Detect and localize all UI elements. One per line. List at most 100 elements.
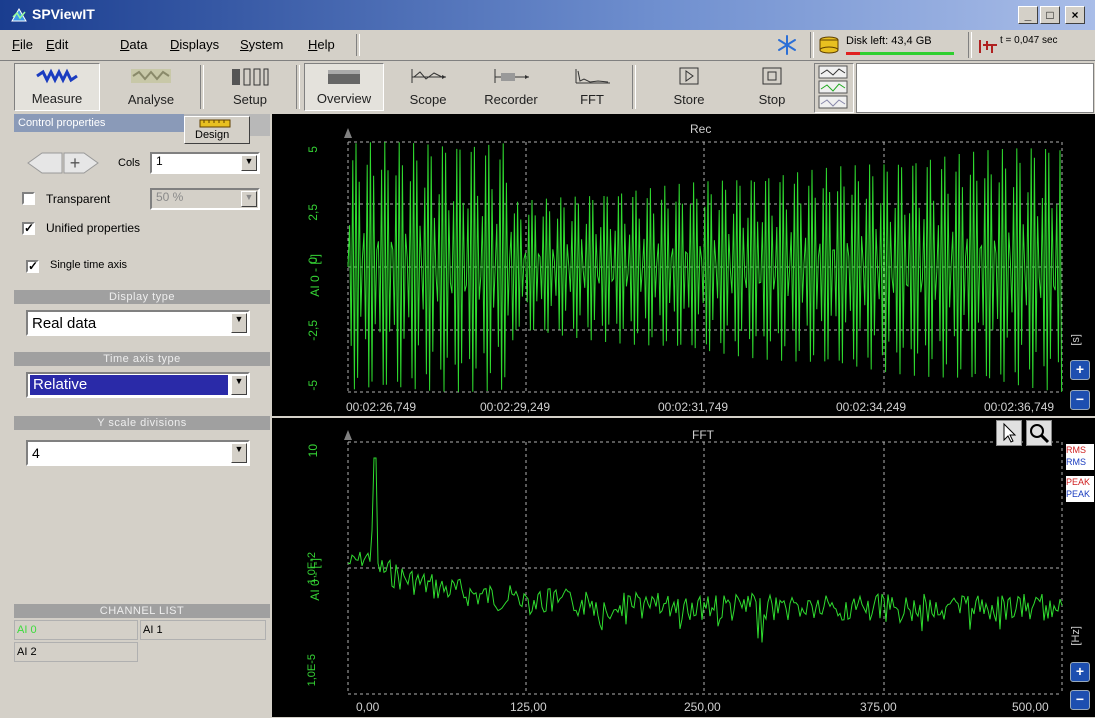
cursor-icon: [1003, 422, 1017, 443]
recorder-ytick: -2,5: [306, 320, 320, 341]
menu-data[interactable]: Data: [120, 37, 148, 52]
time-readout: t = 0,047 sec: [1000, 35, 1058, 46]
menu-separator: [356, 34, 360, 56]
fft-xtick: 250,00: [684, 700, 721, 714]
unified-properties-checkbox[interactable]: ✓: [22, 221, 35, 235]
fft-zoom-in-button[interactable]: +: [1070, 662, 1090, 682]
disk-usage-fill: [846, 52, 860, 55]
fft-ytick: 1,0E-5: [306, 654, 318, 687]
recorder-label: Recorder: [484, 92, 538, 107]
chevron-down-icon[interactable]: ▼: [231, 443, 247, 463]
mini-display-strip[interactable]: [814, 63, 854, 113]
pointer-tool-button[interactable]: [996, 420, 1022, 446]
transparency-value: 50 %: [156, 190, 184, 204]
y-axis-arrow-icon: [344, 128, 352, 138]
single-time-axis-label: Single time axis: [50, 259, 128, 271]
recorder-xtick: 00:02:34,249: [836, 400, 907, 414]
disk-left-text: Disk left: 43,4 GB: [846, 35, 932, 47]
maximize-button[interactable]: □: [1040, 6, 1060, 24]
control-properties-tab[interactable]: Control properties: [14, 114, 184, 132]
y-scale-select[interactable]: 4 ▼: [26, 440, 250, 466]
fft-zoom-out-button[interactable]: −: [1070, 690, 1090, 710]
analyse-label: Analyse: [127, 92, 175, 107]
measure-button[interactable]: Measure: [14, 63, 100, 111]
chevron-down-icon[interactable]: ▼: [241, 191, 257, 207]
measure-icon: [36, 68, 78, 84]
status-separator: [810, 32, 814, 58]
menu-displays[interactable]: Displays: [170, 37, 220, 52]
recorder-button[interactable]: Recorder: [472, 63, 550, 111]
title-bar: SPViewIT _ □ ×: [0, 0, 1095, 30]
rms-label-2: RMS: [1066, 457, 1086, 467]
display-type-select[interactable]: Real data ▼: [26, 310, 250, 336]
store-label: Store: [673, 92, 705, 107]
menu-system[interactable]: System: [240, 37, 284, 52]
unified-properties-label: Unified properties: [46, 221, 141, 235]
stop-button[interactable]: Stop: [736, 63, 808, 111]
analyse-icon: [131, 69, 171, 83]
cols-select[interactable]: 1 ▼: [150, 152, 260, 174]
overview-icon: [328, 70, 360, 84]
fft-xtick: 0,00: [356, 700, 380, 714]
chevron-down-icon[interactable]: ▼: [231, 375, 247, 395]
y-scale-value: 4: [32, 445, 40, 461]
setup-button[interactable]: Setup: [208, 63, 292, 111]
channel-list-header: CHANNEL LIST: [14, 604, 270, 618]
rms-legend: RMS RMS: [1066, 444, 1094, 470]
zoom-tool-button[interactable]: [1026, 420, 1052, 446]
cols-label: Cols: [118, 157, 141, 169]
channel-item-ai1[interactable]: AI 1: [140, 620, 266, 640]
scope-icon: [411, 69, 446, 83]
chevron-down-icon[interactable]: ▼: [241, 155, 257, 171]
single-time-axis-checkbox[interactable]: ✓: [26, 259, 39, 273]
fft-display[interactable]: FFT 10 1,0E-2 1,0E-5 AI 0 - [-] 0,00 125…: [272, 418, 1095, 717]
display-type-header: Display type: [14, 290, 270, 304]
next-arrow-icon[interactable]: [63, 152, 99, 174]
menu-bar: File Edit Data Displays System Help Disk…: [0, 30, 1095, 61]
channel-item-ai2[interactable]: AI 2: [14, 642, 138, 662]
transparency-select[interactable]: 50 % ▼: [150, 188, 260, 210]
menu-help[interactable]: Help: [308, 37, 335, 52]
fft-xtick: 375,00: [860, 700, 897, 714]
chevron-down-icon[interactable]: ▼: [231, 313, 247, 333]
fft-button[interactable]: FFT: [558, 63, 626, 111]
recorder-zoom-out-button[interactable]: −: [1070, 390, 1090, 410]
measure-label: Measure: [31, 91, 83, 106]
play-icon: [679, 67, 699, 85]
transparent-checkbox[interactable]: [22, 192, 35, 205]
scope-button[interactable]: Scope: [392, 63, 464, 111]
time-axis-value: Relative: [30, 375, 228, 395]
disk-icon: [819, 36, 839, 54]
toolbar-separator: [296, 65, 300, 109]
minimize-button[interactable]: _: [1018, 6, 1038, 24]
recorder-display[interactable]: Rec 5 2,5 0 -2,5 -5 AI 0 - [-] 00:02:26,…: [272, 114, 1095, 416]
recorder-zoom-in-button[interactable]: +: [1070, 360, 1090, 380]
ruler-icon: [199, 119, 231, 128]
time-axis-select[interactable]: Relative ▼: [26, 372, 250, 398]
display-type-value: Real data: [32, 315, 97, 332]
channel-item-ai0[interactable]: AI 0: [14, 620, 138, 640]
window-title: SPViewIT: [32, 6, 95, 22]
close-button[interactable]: ×: [1065, 6, 1085, 24]
info-panel: [856, 63, 1094, 113]
snowflake-icon[interactable]: [776, 34, 798, 56]
recorder-ytick: 2,5: [306, 204, 320, 221]
previous-arrow-icon[interactable]: [27, 152, 63, 174]
menu-edit[interactable]: Edit: [46, 37, 69, 52]
recorder-unit-label: [s]: [1070, 334, 1082, 346]
fft-plot: [344, 430, 1063, 695]
toolbar-separator: [200, 65, 204, 109]
fft-icon: [575, 69, 610, 84]
svg-text:+: +: [70, 153, 81, 173]
status-separator-2: [968, 32, 972, 58]
analyse-button[interactable]: Analyse: [108, 63, 194, 111]
fft-unit-label: [Hz]: [1070, 626, 1082, 646]
overview-button[interactable]: Overview: [304, 63, 384, 111]
setup-label: Setup: [233, 92, 267, 107]
store-button[interactable]: Store: [650, 63, 728, 111]
recorder-ytick: 5: [306, 146, 320, 153]
design-button[interactable]: Design: [184, 116, 250, 144]
fft-label: FFT: [580, 92, 604, 107]
timer-icon: [979, 40, 997, 53]
menu-file[interactable]: File: [12, 37, 33, 52]
